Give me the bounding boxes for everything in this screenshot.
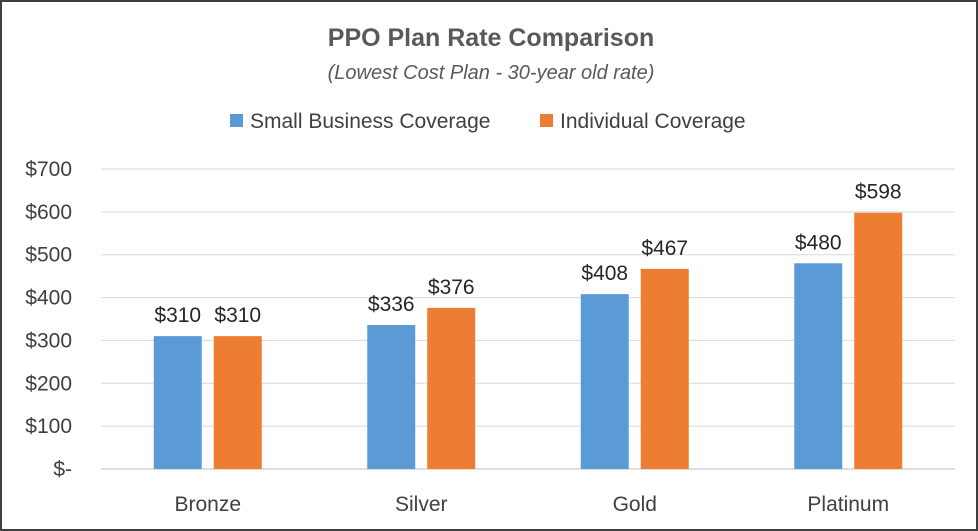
y-tick-label: $400 [25, 287, 72, 310]
category-label-silver: Silver [395, 493, 448, 516]
data-label: $598 [855, 181, 902, 204]
category-label-platinum: Platinum [807, 493, 889, 516]
y-tick-label: $200 [25, 372, 72, 395]
chart-subtitle: (Lowest Cost Plan - 30-year old rate) [328, 62, 655, 84]
chart-title: PPO Plan Rate Comparison [328, 24, 654, 52]
bar-platinum-small-business [794, 263, 843, 469]
data-label: $310 [214, 304, 261, 327]
bar-gold-small-business [580, 294, 629, 469]
y-tick-label: $- [53, 458, 72, 481]
data-label: $336 [368, 293, 415, 316]
data-label: $480 [795, 231, 842, 254]
y-tick-label: $100 [25, 415, 72, 438]
data-label: $467 [641, 237, 688, 260]
y-axis-ticks: $- $100 $200 $300 $400 $500 $600 $700 [25, 158, 72, 481]
data-labels: $310 $310 $336 $376 $408 $467 $480 $598 [154, 181, 901, 327]
data-label: $376 [428, 276, 475, 299]
y-tick-label: $300 [25, 329, 72, 352]
legend-label-small-business: Small Business Coverage [250, 110, 490, 133]
bar-platinum-individual [854, 212, 903, 469]
bar-gold-individual [640, 268, 689, 469]
legend-label-individual: Individual Coverage [560, 110, 746, 133]
bars [153, 212, 903, 469]
y-tick-label: $700 [25, 158, 72, 181]
legend: Small Business Coverage Individual Cover… [230, 110, 746, 133]
bar-bronze-individual [213, 336, 262, 469]
bar-silver-small-business [367, 325, 416, 469]
legend-swatch-small-business [230, 114, 243, 127]
data-label: $310 [154, 304, 201, 327]
legend-swatch-individual [540, 114, 553, 127]
category-label-gold: Gold [613, 493, 657, 516]
data-label: $408 [581, 262, 628, 285]
bar-silver-individual [427, 307, 476, 469]
y-tick-label: $500 [25, 244, 72, 267]
category-label-bronze: Bronze [174, 493, 241, 516]
y-tick-label: $600 [25, 201, 72, 224]
bar-bronze-small-business [153, 336, 202, 469]
category-labels: Bronze Silver Gold Platinum [174, 493, 889, 516]
